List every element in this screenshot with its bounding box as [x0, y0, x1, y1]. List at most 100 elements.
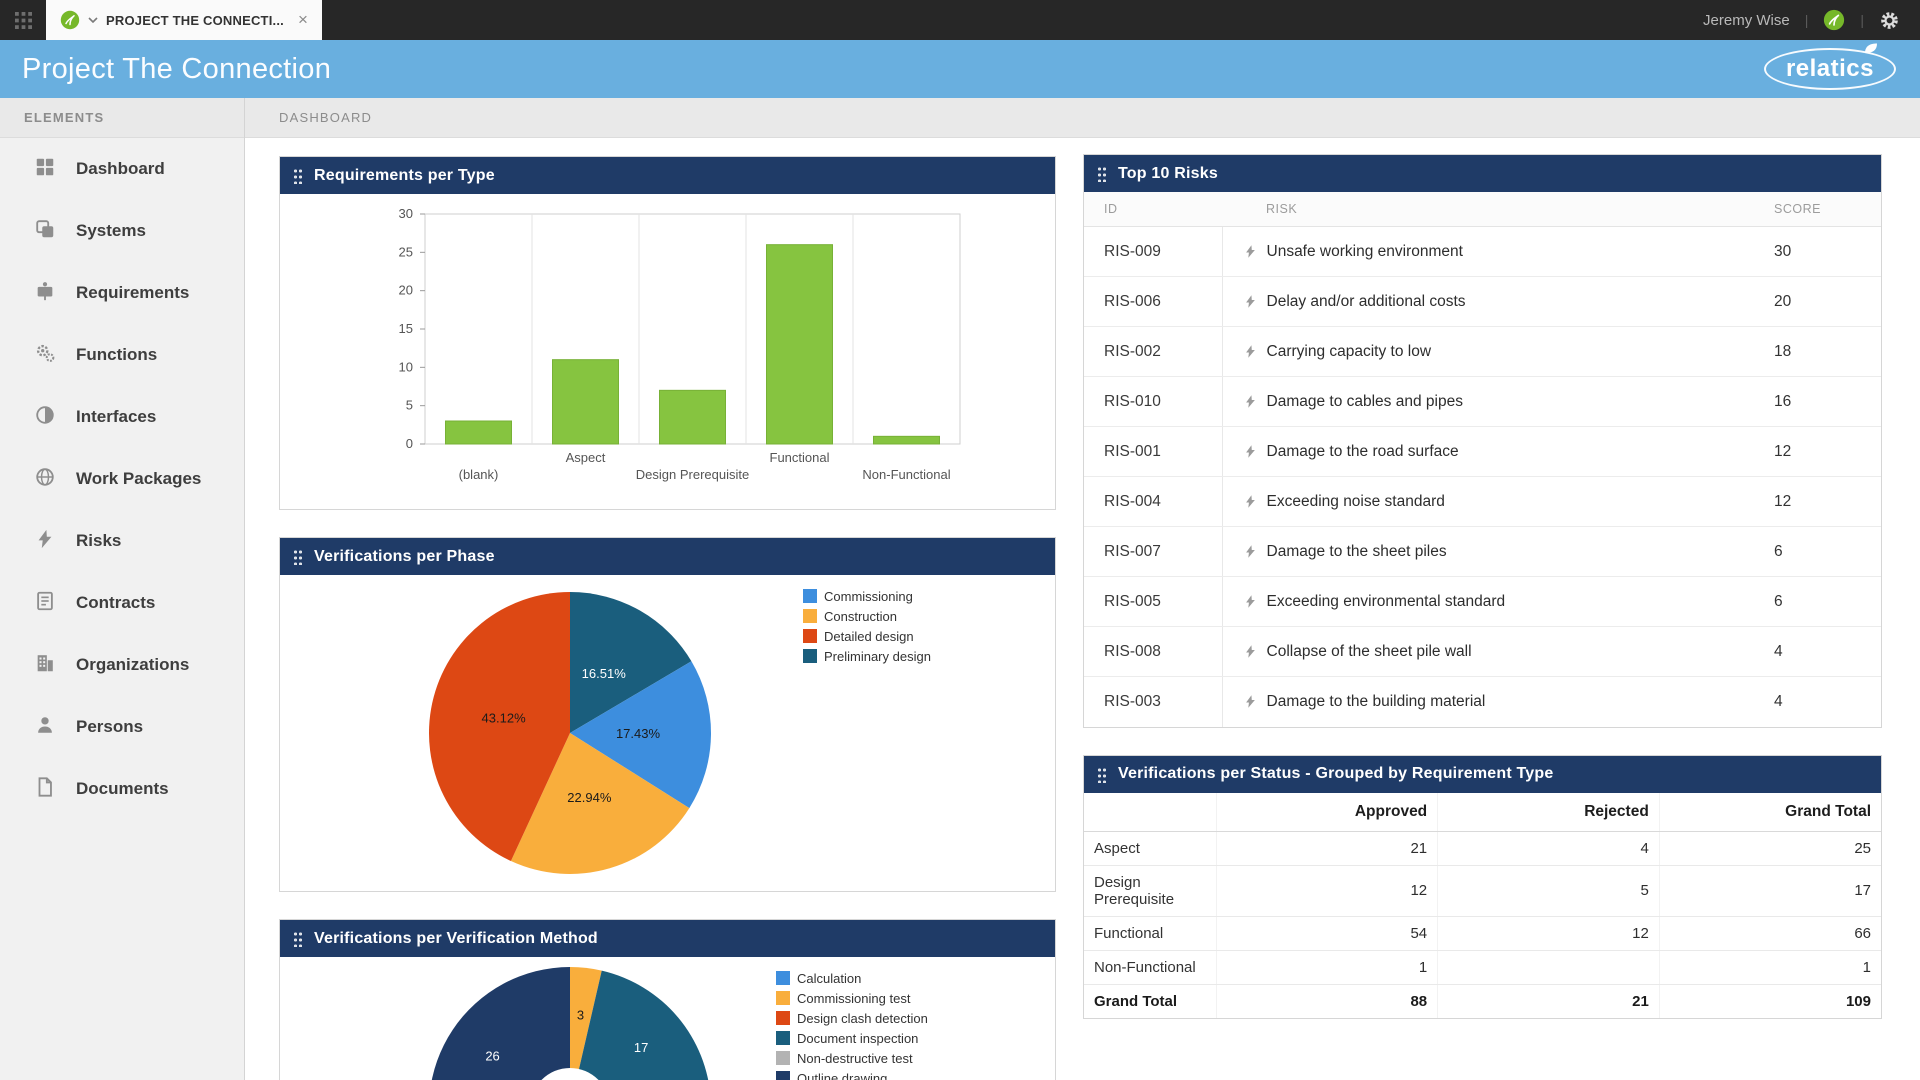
- slice-preliminary-design: [570, 592, 692, 733]
- svg-text:10: 10: [399, 359, 413, 374]
- column-header-risk[interactable]: RISK: [1222, 192, 1774, 227]
- legend-item-document-inspection[interactable]: Document inspection: [776, 1031, 928, 1046]
- drag-handle-icon[interactable]: [1097, 765, 1107, 783]
- table-header-row: Approved Rejected Grand Total: [1084, 792, 1881, 832]
- sidebar-item-contracts[interactable]: Contracts: [0, 572, 244, 634]
- user-name[interactable]: Jeremy Wise: [1703, 11, 1790, 29]
- drag-handle-icon[interactable]: [293, 167, 303, 184]
- slice-outline-drawing: [431, 967, 570, 1080]
- dashboard: Requirements per Type 0 5 10 15 20 25 30 (blank…: [245, 138, 1920, 1080]
- legend-item-preliminary-design[interactable]: Preliminary design: [803, 649, 931, 664]
- legend-item-design-clash-detection[interactable]: Design clash detection: [776, 1011, 928, 1026]
- bar-functional: [766, 244, 833, 445]
- phase-pie-chart: 16.51% 17.43% 22.94% 43.12%: [429, 592, 711, 874]
- panel-header[interactable]: Requirements per Type: [280, 157, 1055, 194]
- legend-item-commissioning[interactable]: Commissioning: [803, 589, 931, 604]
- top-risks-table: ID RISK SCORE RIS-009 Unsafe working enviro…: [1084, 192, 1881, 727]
- legend-item-calculation[interactable]: Calculation: [776, 971, 928, 986]
- status-row[interactable]: Grand Total 88 21 109: [1084, 984, 1881, 1018]
- svg-text:Design Prerequisite: Design Prerequisite: [636, 467, 749, 482]
- risk-name: Damage to cables and pipes: [1266, 392, 1463, 410]
- column-header[interactable]: [1084, 792, 1216, 832]
- sidebar-item-persons[interactable]: Persons: [0, 696, 244, 758]
- table-header-row: ID RISK SCORE: [1084, 192, 1881, 227]
- risk-row[interactable]: RIS-001 Damage to the road surface 12: [1084, 426, 1881, 477]
- sidebar-header: ELEMENTS: [0, 98, 244, 138]
- tab-dashboard[interactable]: DASHBOARD: [279, 110, 373, 125]
- risk-row[interactable]: RIS-002 Carrying capacity to low 18: [1084, 326, 1881, 377]
- drag-handle-icon[interactable]: [1097, 165, 1107, 182]
- legend-item-commissioning-test[interactable]: Commissioning test: [776, 991, 928, 1006]
- risk-score: 4: [1774, 692, 1783, 710]
- column-header[interactable]: Rejected: [1437, 792, 1660, 832]
- chevron-down-icon[interactable]: [88, 17, 98, 23]
- legend-item-non-destructive-test[interactable]: Non-destructive test: [776, 1051, 928, 1066]
- tab-close-icon[interactable]: ×: [297, 10, 308, 29]
- sidebar-item-dashboard[interactable]: Dashboard: [0, 138, 244, 200]
- drag-handle-icon[interactable]: [293, 548, 303, 565]
- sidebar-item-work-packages[interactable]: Work Packages: [0, 448, 244, 510]
- risk-row[interactable]: RIS-007 Damage to the sheet piles 6: [1084, 526, 1881, 577]
- panel-header[interactable]: Top 10 Risks: [1084, 155, 1881, 192]
- risk-id: RIS-004: [1084, 476, 1223, 527]
- functions-icon: [36, 344, 55, 362]
- status-row[interactable]: Aspect 21 4 25: [1084, 831, 1881, 866]
- risk-name: Damage to the building material: [1266, 692, 1486, 710]
- panel-title: Verifications per Status - Grouped by Re…: [1118, 765, 1554, 782]
- panel-top-10-risks: Top 10 Risks ID RISK SCORE RIS-009 Unsafe w…: [1083, 154, 1882, 728]
- status-row[interactable]: Design Prerequisite 12 5 17: [1084, 865, 1881, 917]
- panel-header[interactable]: Verifications per Status - Grouped by Re…: [1084, 755, 1881, 793]
- sidebar-item-systems[interactable]: Systems: [0, 200, 244, 262]
- risk-row[interactable]: RIS-006 Delay and/or additional costs 20: [1084, 276, 1881, 327]
- legend-swatch: [776, 991, 790, 1005]
- relatics-home-icon[interactable]: [1823, 9, 1845, 31]
- risk-row[interactable]: RIS-004 Exceeding noise standard 12: [1084, 476, 1881, 527]
- panel-header[interactable]: Verifications per Phase: [280, 538, 1055, 575]
- sidebar-item-organizations[interactable]: Organizations: [0, 634, 244, 696]
- risk-score: 30: [1774, 226, 1881, 277]
- bolt-icon: [1245, 545, 1255, 558]
- risk-row[interactable]: RIS-008 Collapse of the sheet pile wall 4: [1084, 626, 1881, 677]
- sidebar-item-requirements[interactable]: Requirements: [0, 262, 244, 324]
- project-tab[interactable]: PROJECT THE CONNECTI... ×: [46, 0, 322, 40]
- column-header-score[interactable]: SCORE: [1774, 192, 1881, 227]
- risk-row[interactable]: RIS-003 Damage to the building material 4: [1084, 676, 1881, 727]
- risk-row[interactable]: RIS-010 Damage to cables and pipes 16: [1084, 376, 1881, 427]
- slice-commissioning: [570, 661, 711, 809]
- separator: |: [1860, 12, 1864, 28]
- sidebar-item-risks[interactable]: Risks: [0, 510, 244, 572]
- drag-handle-icon[interactable]: [293, 930, 303, 947]
- risk-name: Collapse of the sheet pile wall: [1266, 642, 1472, 660]
- risk-id: RIS-010: [1084, 376, 1223, 427]
- column-header[interactable]: Grand Total: [1658, 792, 1881, 832]
- sidebar-item-label: Organizations: [76, 655, 190, 674]
- status-row[interactable]: Functional 54 12 66: [1084, 916, 1881, 951]
- panel-title: Verifications per Verification Method: [314, 929, 598, 947]
- risk-id: RIS-003: [1084, 676, 1223, 727]
- dashboard-right-column: Top 10 Risks ID RISK SCORE RIS-009 Unsafe w…: [1083, 154, 1882, 1019]
- page-header: Project The Connection relatics: [0, 40, 1920, 98]
- app-grid-icon[interactable]: [0, 0, 46, 40]
- gear-icon[interactable]: [1879, 10, 1900, 31]
- method-donut-chart: 3 17 26: [431, 967, 709, 1080]
- legend-swatch: [803, 589, 817, 603]
- legend-item-outline-drawing[interactable]: Outline drawing: [776, 1071, 928, 1080]
- bolt-icon: [1245, 245, 1255, 258]
- interfaces-icon: [36, 405, 54, 424]
- legend-item-construction[interactable]: Construction: [803, 609, 931, 624]
- risks-icon: [38, 529, 52, 548]
- status-row[interactable]: Non-Functional 1 1: [1084, 950, 1881, 985]
- sidebar-item-functions[interactable]: Functions: [0, 324, 244, 386]
- risk-name: Unsafe working environment: [1266, 242, 1463, 260]
- status-value: 21: [1215, 831, 1438, 866]
- column-header[interactable]: Approved: [1215, 792, 1438, 832]
- risk-score: 12: [1774, 476, 1881, 527]
- legend-item-detailed-design[interactable]: Detailed design: [803, 629, 931, 644]
- sidebar-item-interfaces[interactable]: Interfaces: [0, 386, 244, 448]
- risk-row[interactable]: RIS-005 Exceeding environmental standard 6: [1084, 576, 1881, 627]
- sidebar-item-documents[interactable]: Documents: [0, 758, 244, 820]
- risk-row[interactable]: RIS-009 Unsafe working environment 30: [1084, 226, 1881, 277]
- status-value: 88: [1215, 984, 1438, 1018]
- column-header-id[interactable]: ID: [1084, 192, 1222, 227]
- panel-header[interactable]: Verifications per Verification Method: [280, 920, 1055, 957]
